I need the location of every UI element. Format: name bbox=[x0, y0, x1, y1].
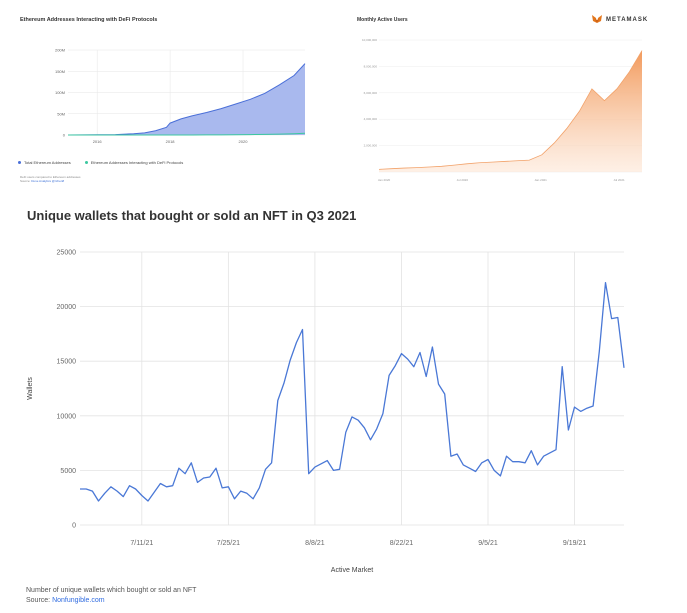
chart1-legend: Total Ethereum Addresses Ethereum Addres… bbox=[18, 160, 183, 165]
chart2-line bbox=[378, 50, 643, 170]
legend-label-total: Total Ethereum Addresses bbox=[24, 160, 71, 165]
legend-label-defi: Ethereum Addresses Interacting with DeFi… bbox=[90, 160, 184, 165]
chart1-ytick: 150M bbox=[55, 69, 65, 74]
main-chart-source-label: Source: bbox=[26, 597, 51, 604]
chart1-line-total bbox=[67, 63, 306, 136]
main-xlabel: Active Market bbox=[331, 567, 373, 574]
metamask-brand: METAMASK bbox=[606, 16, 649, 23]
chart1-xtick: 2020 bbox=[239, 139, 249, 144]
main-series-line bbox=[80, 281, 625, 502]
main-chart-caption: Number of unique wallets which bought or… bbox=[26, 587, 197, 594]
chart2-xtick: Jan 2021 bbox=[534, 178, 547, 182]
chart1-note-line: DeFi users compared to Ethereum addresse… bbox=[20, 175, 81, 179]
chart2-ytick: 10,000,000 bbox=[362, 38, 377, 42]
chart2-ytick: 2,000,000 bbox=[364, 144, 378, 148]
chart2-plot: 2,000,000 4,000,000 6,000,000 8,000,000 10,0… bbox=[362, 38, 643, 182]
metamask-logo: METAMASK bbox=[592, 15, 648, 24]
chart2-xtick: Jul 2020 bbox=[457, 178, 469, 182]
main-xtick: 7/11/21 bbox=[130, 540, 153, 547]
main-chart-footnote: Number of unique wallets which bought or… bbox=[26, 586, 196, 606]
chart1-note: DeFi users compared to Ethereum addresse… bbox=[20, 175, 81, 183]
chart2-ytick: 6,000,000 bbox=[364, 91, 378, 95]
chart1-plot: 0 50M 100M 150M 200M 2016 2018 2020 bbox=[55, 48, 306, 144]
main-ytick: 15000 bbox=[57, 359, 77, 366]
main-xtick: 9/19/21 bbox=[563, 540, 586, 547]
chart2-area bbox=[379, 50, 642, 172]
chart1-note-source[interactable]: Dune Analytics @rchen8 bbox=[31, 179, 65, 183]
legend-dot-defi bbox=[84, 161, 88, 164]
main-ytick: 20000 bbox=[57, 304, 77, 311]
metamask-fox-icon bbox=[592, 15, 602, 23]
chart1-note-source-label: Source: bbox=[20, 179, 31, 183]
chart1-area-total bbox=[68, 63, 305, 135]
main-xtick: 9/5/21 bbox=[478, 540, 498, 547]
chart1-title: Ethereum Addresses Interacting with DeFi… bbox=[20, 17, 158, 23]
chart2-ytick: 4,000,000 bbox=[364, 117, 378, 121]
main-ytick: 5000 bbox=[60, 468, 76, 475]
main-xtick: 7/25/21 bbox=[217, 540, 240, 547]
main-chart-plot: 0 5000 10000 15000 20000 25000 7/11/21 7/25/21 8… bbox=[27, 250, 625, 574]
chart2-xtick: Jul 2021 bbox=[613, 178, 625, 182]
main-ylabel: Wallets bbox=[27, 377, 34, 400]
chart1-ytick: 200M bbox=[55, 48, 65, 53]
chart1-ytick: 50M bbox=[57, 111, 65, 116]
main-xtick: 8/8/21 bbox=[305, 540, 325, 547]
chart2-xtick: Jan 2020 bbox=[378, 178, 391, 182]
chart2-ytick: 8,000,000 bbox=[364, 64, 378, 68]
chart1-ytick: 100M bbox=[55, 90, 65, 95]
chart1-xtick: 2018 bbox=[166, 139, 176, 144]
main-ytick: 0 bbox=[72, 523, 76, 530]
chart1-line-defi bbox=[68, 132, 306, 136]
chart2-title: Monthly Active Users bbox=[357, 17, 408, 23]
chart1-xtick: 2016 bbox=[93, 139, 103, 144]
main-chart-source-link[interactable]: Nonfungible.com bbox=[52, 597, 105, 604]
main-ytick: 25000 bbox=[57, 250, 77, 257]
main-xtick: 8/22/21 bbox=[390, 540, 413, 547]
chart1-ytick: 0 bbox=[63, 133, 66, 138]
main-ytick: 10000 bbox=[57, 413, 77, 420]
main-chart-title: Unique wallets that bought or sold an NF… bbox=[27, 208, 357, 223]
legend-dot-total bbox=[18, 161, 21, 164]
